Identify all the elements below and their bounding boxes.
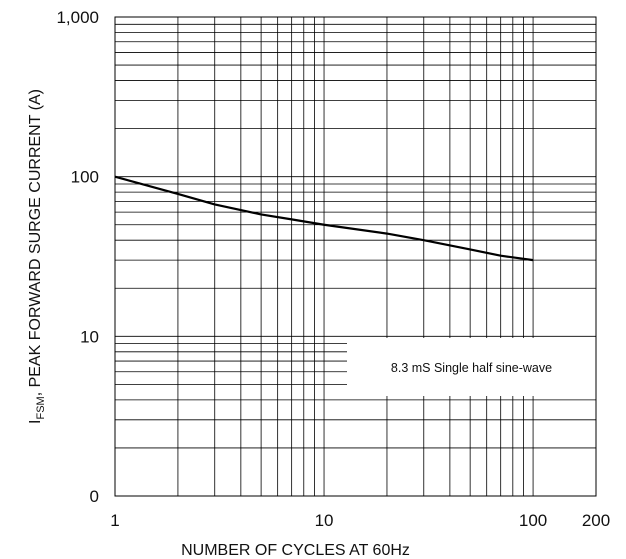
x-tick-label: 100 bbox=[519, 511, 547, 530]
x-axis-label: NUMBER OF CYCLES AT 60Hz bbox=[181, 542, 410, 559]
y-tick-label: 100 bbox=[71, 168, 99, 187]
y-tick-label: 0 bbox=[90, 487, 99, 506]
x-tick-label: 200 bbox=[582, 511, 610, 530]
y-axis-label: IFSM, PEAK FORWARD SURGE CURRENT (A) bbox=[27, 89, 47, 424]
series-layer bbox=[114, 175, 534, 262]
x-tick-label: 1 bbox=[110, 511, 119, 530]
tick-labels: 1 10 100 200 0 10 100 1,000 bbox=[56, 8, 610, 530]
x-tick-label: 10 bbox=[315, 511, 334, 530]
y-axis-label-symbol: I bbox=[27, 420, 44, 424]
y-axis-label-text: , PEAK FORWARD SURGE CURRENT (A) bbox=[27, 89, 44, 396]
y-tick-label: 1,000 bbox=[56, 8, 99, 27]
annotation-box bbox=[347, 338, 596, 396]
annotation-text: 8.3 mS Single half sine-wave bbox=[391, 361, 552, 375]
y-tick-label: 10 bbox=[80, 327, 99, 346]
series-line-0 bbox=[114, 175, 534, 262]
grid bbox=[115, 17, 596, 496]
y-axis-label-subscript: FSM bbox=[35, 396, 47, 419]
plot-frame bbox=[114, 16, 597, 497]
